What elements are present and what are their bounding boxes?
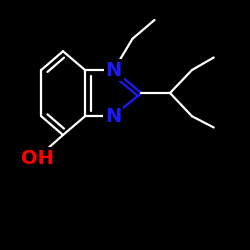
Text: N: N [106,60,122,80]
Text: OH: OH [20,148,54,168]
Text: N: N [105,107,121,126]
